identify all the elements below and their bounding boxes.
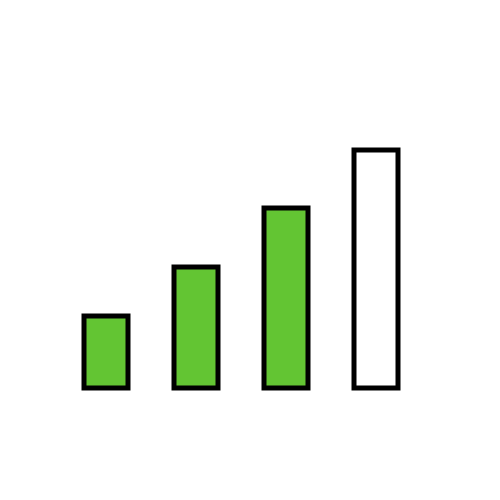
signal-bar-3 xyxy=(264,208,308,388)
signal-bar-2 xyxy=(174,267,218,388)
signal-bar-4 xyxy=(354,150,398,388)
signal-bar-1 xyxy=(84,316,128,388)
